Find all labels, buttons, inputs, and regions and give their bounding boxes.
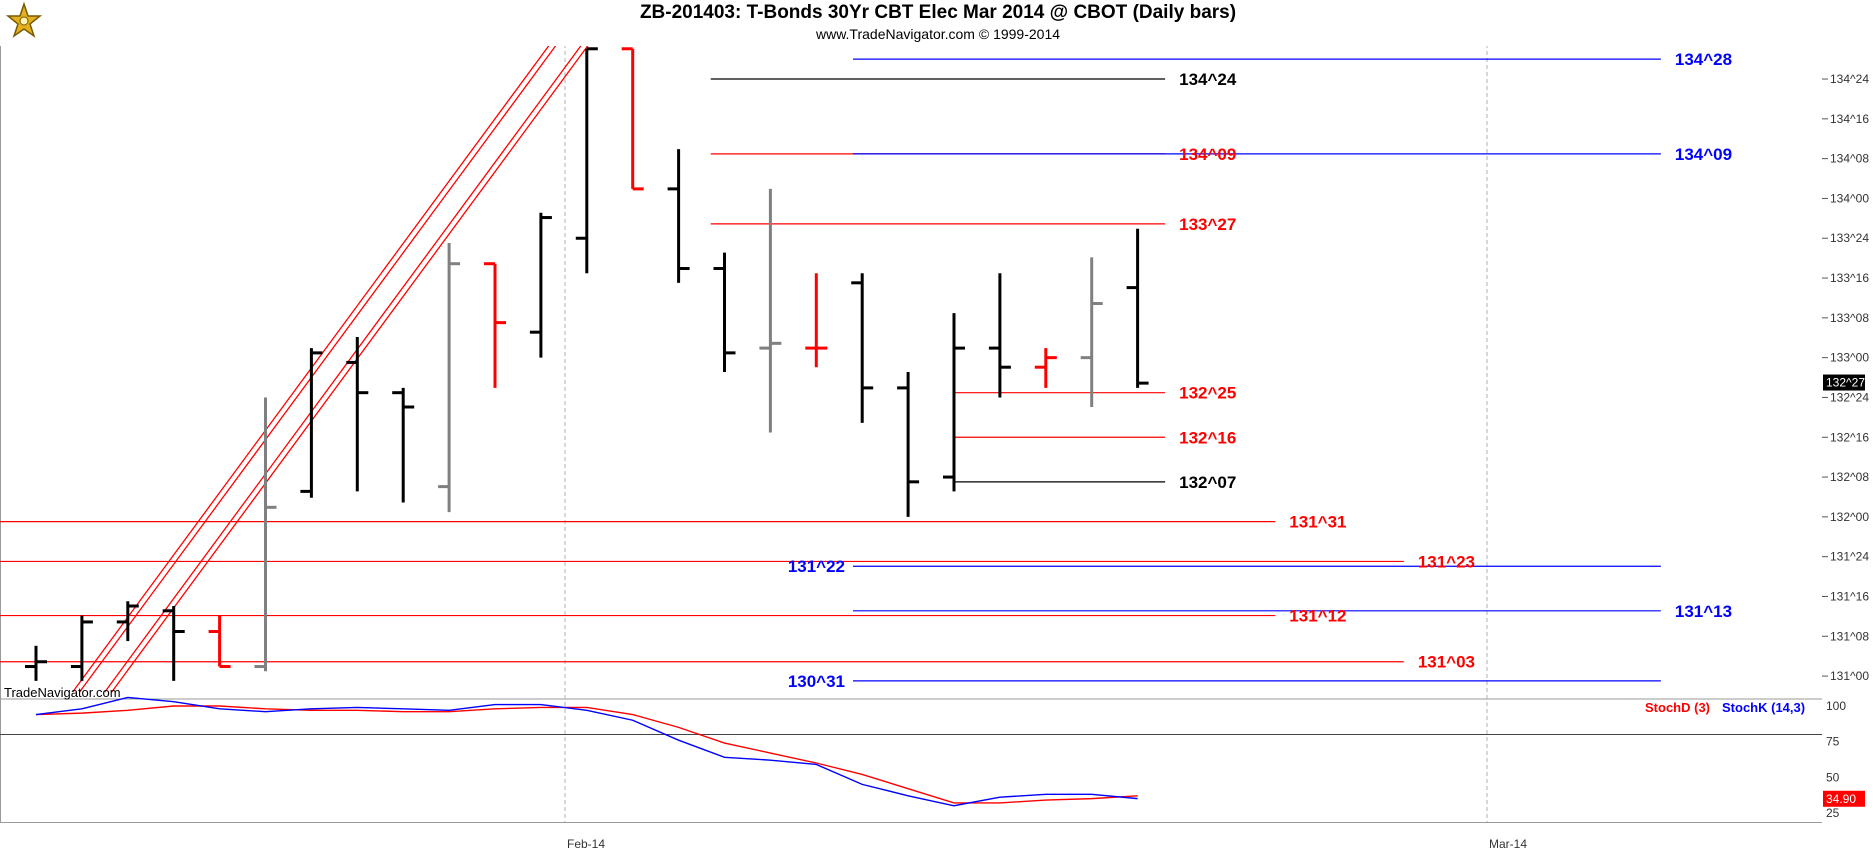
price-bars [25,47,1149,681]
chart-title: ZB-201403: T-Bonds 30Yr CBT Elec Mar 201… [639,2,1237,23]
price-axis: 131^00 131^08 131^16 131^24 132^00 132^08 132^… [1822,44,1876,854]
ohlc-bar [254,397,277,672]
trend-channel [72,43,590,693]
ohlc-bar [116,601,139,642]
plot-frame [0,44,1823,823]
ohlc-bar [1034,348,1057,388]
price-tick-label: 133^16 [1830,271,1869,285]
price-tick-label: 134^08 [1830,152,1869,166]
stochastic-panel: 25 50 75 100 StochD (3) StochK (14,3) 34.90 [0,696,1865,820]
ohlc-bar [621,47,644,191]
price-tick-label: 134^16 [1830,112,1869,126]
axis-background [1822,44,1876,854]
ohlc-bar [575,47,598,274]
ohlc-bar [300,348,323,498]
ohlc-bar [988,273,1011,398]
ohlc-bar [759,188,782,433]
level-label: 131^31 [1289,513,1346,532]
ohlc-bar [438,243,461,513]
grid [0,44,1823,823]
ohlc-bar [25,645,47,681]
price-tick-label: 133^08 [1830,311,1869,325]
level-label: 132^07 [1179,473,1236,492]
chart-header: ZB-201403: T-Bonds 30Yr CBT Elec Mar 201… [0,0,1876,46]
stoch-tick-label: 75 [1826,735,1840,749]
level-labels: 134^28 134^24 134^09 134^09 133^27 132^25 132^… [788,50,1732,691]
current-price-badge [1823,374,1865,391]
price-tick-label: 133^00 [1830,351,1869,365]
price-tick-label: 134^00 [1830,191,1869,205]
price-tick-label: 131^08 [1830,629,1869,643]
price-tick-label: 131^24 [1830,550,1869,564]
level-label: 134^09 [1179,145,1236,164]
trend-line [111,43,590,693]
price-tick-label: 132^16 [1830,430,1869,444]
ohlc-bar [851,273,874,423]
chart-subtitle: www.TradeNavigator.com © 1999-2014 [815,26,1061,42]
price-tick-label: 133^24 [1830,231,1869,245]
stoch-tick-label: 100 [1826,699,1846,713]
watermark: TradeNavigator.com [4,685,121,700]
ohlc-bar [392,387,415,503]
trade-navigator-logo-icon [5,2,43,38]
trend-line [79,43,558,693]
ohlc-bar [162,606,185,681]
ohlc-bar [897,371,920,517]
current-stoch-value: 34.90 [1826,792,1856,806]
price-tick-label: 132^08 [1830,470,1869,484]
level-label: 131^03 [1418,653,1475,672]
level-label: 131^22 [788,557,845,576]
date-tick-label: Mar-14 [1489,837,1527,851]
level-label: 130^31 [788,672,845,691]
price-tick-label: 134^24 [1830,72,1869,86]
price-tick-label: 131^00 [1830,669,1869,683]
stoch-line [35,696,1138,807]
ohlc-bar [346,336,369,492]
legend-stochk: StochK (14,3) [1722,700,1805,715]
level-label: 134^28 [1675,50,1732,69]
level-label: 132^16 [1179,428,1236,447]
level-label: 132^25 [1179,384,1236,403]
ohlc-bar [943,313,965,492]
current-stoch-badge [1823,790,1865,807]
level-label: 134^24 [1179,70,1237,89]
ohlc-bar [208,615,231,669]
price-tick-label: 131^16 [1830,589,1869,603]
ohlc-bar [713,252,736,372]
level-label: 131^12 [1289,607,1346,626]
stoch-line [35,705,1138,804]
level-label: 133^27 [1179,215,1236,234]
ohlc-bar [1080,257,1103,408]
ohlc-bar [70,615,93,681]
price-tick-label: 132^24 [1830,390,1869,404]
stoch-tick-label: 25 [1826,806,1840,820]
ohlc-bar [805,273,828,368]
ohlc-bar [529,212,552,358]
ohlc-bar [1126,228,1149,388]
ohlc-bar [667,149,690,283]
ohlc-bar [484,262,506,388]
level-label: 131^23 [1418,552,1475,571]
trend-line [104,43,583,693]
level-label: 131^13 [1675,602,1732,621]
current-price-value: 132^27 [1826,376,1865,390]
level-lines [0,58,1661,682]
legend-stochd: StochD (3) [1645,700,1710,715]
date-tick-label: Feb-14 [567,837,605,851]
stoch-tick-label: 50 [1826,770,1840,784]
level-label: 134^09 [1675,145,1732,164]
price-tick-label: 132^00 [1830,510,1869,524]
date-axis: Feb-14 Mar-14 TradeNavigator.com [4,685,1527,851]
